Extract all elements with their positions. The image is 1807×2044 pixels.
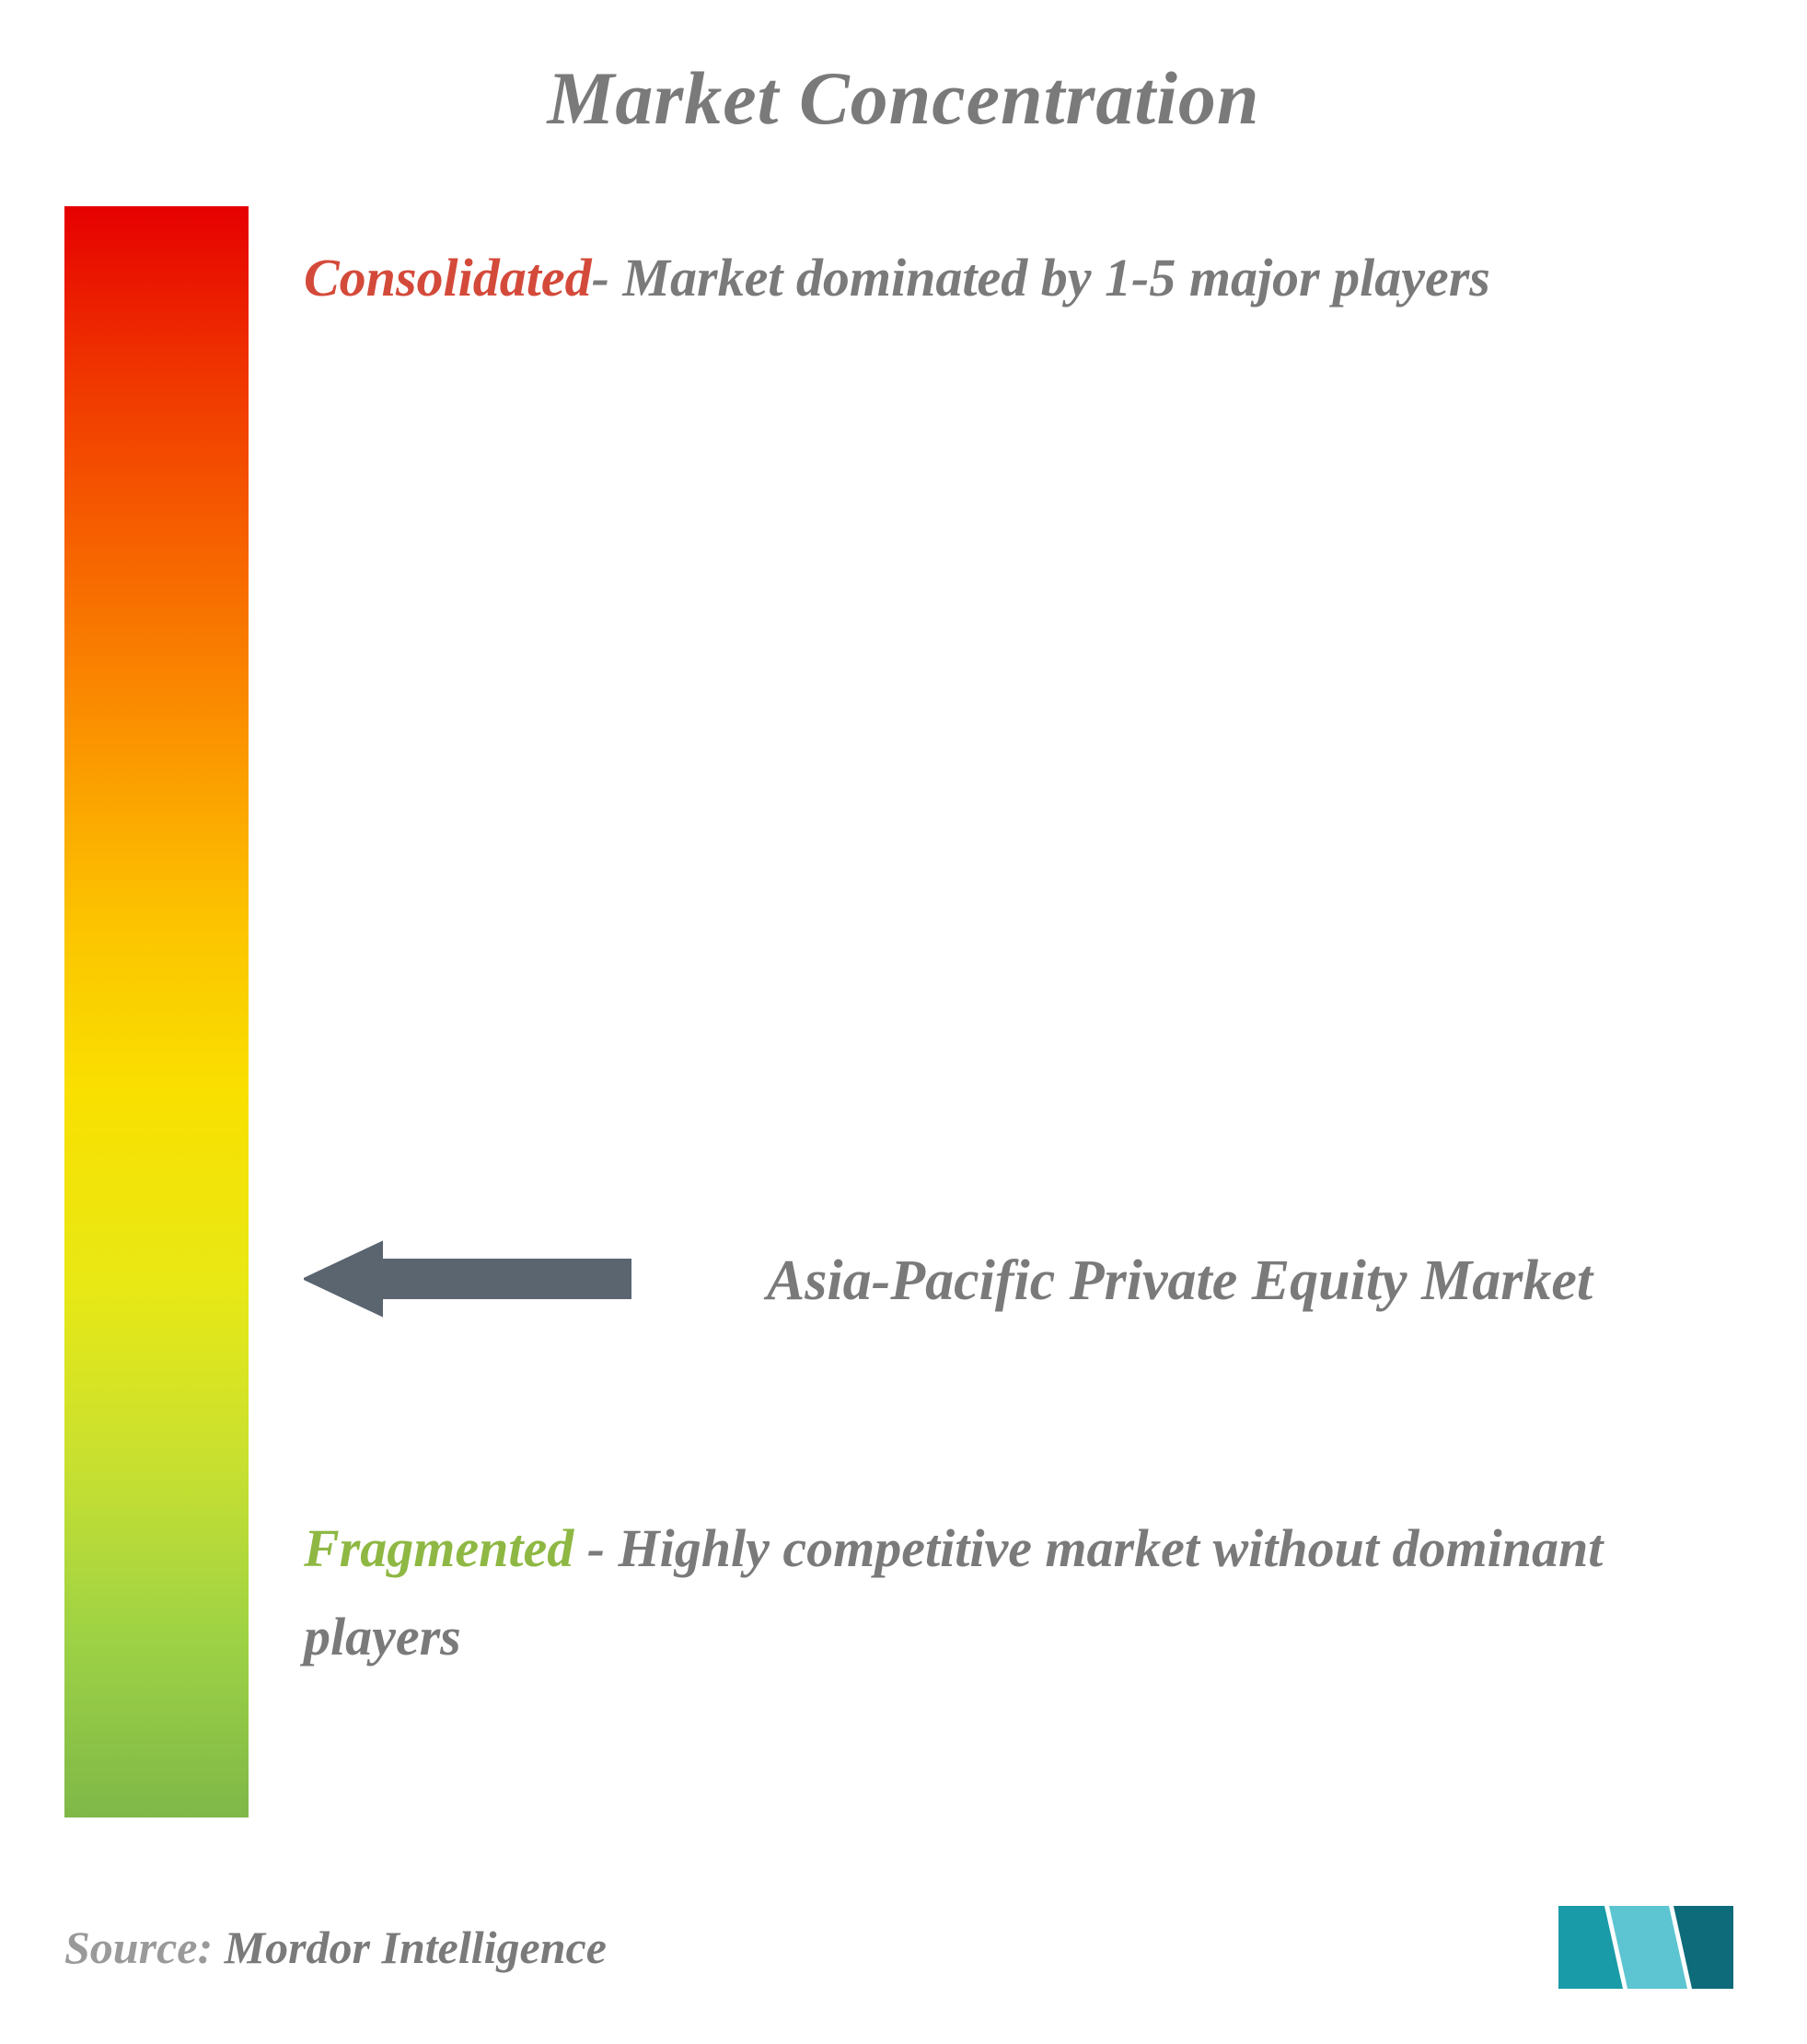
market-position-indicator: Asia-Pacific Private Equity Market	[304, 1237, 1724, 1325]
consolidated-label-block: Consolidated- Market dominated by 1-5 ma…	[304, 234, 1724, 322]
left-arrow-icon	[304, 1237, 635, 1320]
consolidated-description: - Market dominated by 1-5 major players	[592, 248, 1490, 308]
fragmented-label-block: Fragmented - Highly competitive market w…	[304, 1504, 1724, 1680]
arrow-container	[304, 1237, 635, 1325]
fragmented-label: Fragmented	[304, 1518, 573, 1578]
text-content-area: Consolidated- Market dominated by 1-5 ma…	[304, 206, 1743, 1818]
source-name: Mordor Intelligence	[225, 1922, 607, 1973]
page-title: Market Concentration	[64, 55, 1743, 142]
market-name-label: Asia-Pacific Private Equity Market	[635, 1244, 1724, 1318]
infographic-container: Market Concentration	[0, 0, 1807, 2044]
source-label: Source:	[64, 1922, 225, 1973]
consolidated-label: Consolidated	[304, 248, 592, 308]
footer: Source: Mordor Intelligence	[64, 1892, 1743, 2003]
main-content-area: Consolidated- Market dominated by 1-5 ma…	[64, 206, 1743, 1818]
source-attribution: Source: Mordor Intelligence	[64, 1921, 607, 1974]
concentration-gradient-bar	[64, 206, 249, 1818]
mordor-logo-icon	[1549, 1892, 1743, 2003]
